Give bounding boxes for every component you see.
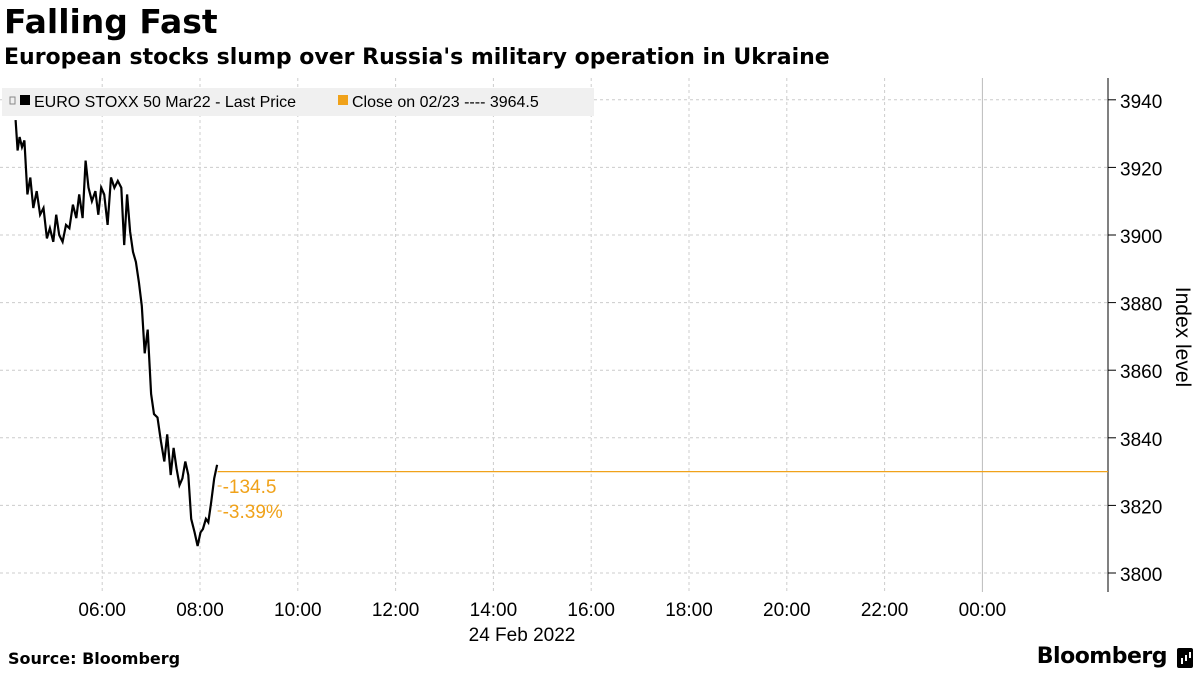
price-series-line	[14, 120, 219, 547]
y-tick-label: 3840	[1120, 430, 1162, 451]
x-tick-label: 08:00	[176, 600, 224, 621]
x-tick-label: 18:00	[665, 600, 713, 621]
legend: EURO STOXX 50 Mar22 - Last Price Close on…	[2, 88, 594, 116]
y-tick-label: 3820	[1120, 497, 1162, 518]
annotation-percent-change: -3.39%	[223, 502, 283, 523]
y-tick-label: 3800	[1120, 565, 1162, 586]
y-tick-label: 3900	[1120, 227, 1162, 248]
legend-box	[2, 88, 594, 116]
x-tick-label: 06:00	[78, 600, 126, 621]
x-tick-label: 22:00	[861, 600, 909, 621]
legend-swatch-price	[20, 95, 30, 105]
change-annotations: -134.5 -3.39%	[217, 477, 283, 523]
x-tick-label: 00:00	[959, 600, 1007, 621]
x-tick-label: 12:00	[372, 600, 420, 621]
y-tick-label: 3920	[1120, 159, 1162, 180]
x-tick-label: 16:00	[567, 600, 615, 621]
legend-swatch-close	[338, 95, 348, 105]
x-axis: 06:00 08:00 10:00 12:00 14:00 16:00 18:00 20:00…	[78, 600, 1006, 621]
x-tick-label: 14:00	[470, 600, 518, 621]
grid-lines	[0, 78, 1108, 592]
bloomberg-badge-icon	[1177, 648, 1193, 668]
y-tick-label: 3860	[1120, 362, 1162, 383]
x-tick-label: 20:00	[763, 600, 811, 621]
y-axis-label: Index level	[1171, 287, 1194, 387]
chart-title: Falling Fast	[4, 2, 218, 41]
x-tick-label: 10:00	[274, 600, 322, 621]
y-tick-label: 3940	[1120, 92, 1162, 113]
bloomberg-logo: Bloomberg	[1036, 644, 1168, 669]
legend-toggle-icon	[9, 96, 16, 105]
legend-label-close: Close on 02/23 ---- 3964.5	[352, 94, 539, 111]
legend-label-price: EURO STOXX 50 Mar22 - Last Price	[34, 94, 296, 111]
source-note: Source: Bloomberg	[8, 649, 181, 668]
x-axis-date-label: 24 Feb 2022	[469, 625, 576, 646]
annotation-points-change: -134.5	[223, 477, 277, 498]
y-axis: 3800 3820 3840 3860 3880 3900 3920 3940	[1107, 78, 1162, 592]
chart-subtitle: European stocks slump over Russia's mili…	[4, 45, 830, 70]
y-tick-label: 3880	[1120, 295, 1162, 316]
